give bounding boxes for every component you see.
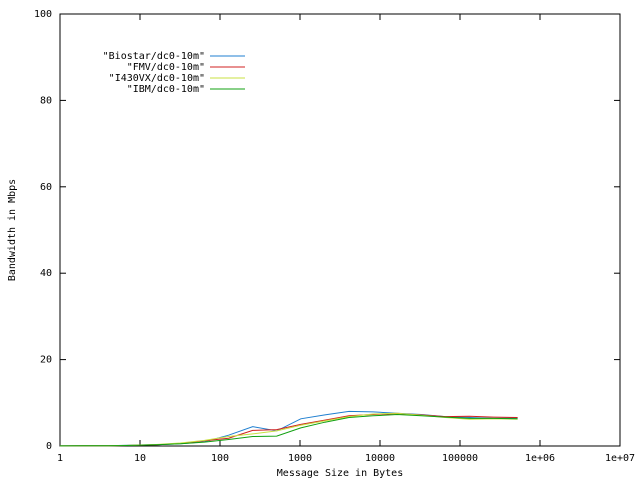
x-tick-label: 1000 bbox=[288, 453, 312, 464]
y-axis-label: Bandwidth in Mbps bbox=[7, 179, 18, 281]
y-tick-label: 80 bbox=[40, 95, 52, 106]
series-line bbox=[59, 413, 518, 447]
x-tick-label: 1e+06 bbox=[525, 453, 555, 464]
x-tick-label: 100 bbox=[211, 453, 229, 464]
x-tick-label: 10000 bbox=[365, 453, 395, 464]
legend-label: "Biostar/dc0-10m" bbox=[103, 51, 205, 62]
x-axis-label: Message Size in Bytes bbox=[277, 468, 403, 479]
y-tick-label: 40 bbox=[40, 268, 52, 279]
series-line bbox=[59, 413, 518, 447]
y-tick-label: 100 bbox=[34, 9, 52, 20]
series-line bbox=[59, 412, 518, 447]
x-tick-label: 10 bbox=[134, 453, 146, 464]
y-tick-label: 60 bbox=[40, 182, 52, 193]
legend-label: "FMV/dc0-10m" bbox=[127, 62, 205, 73]
y-tick-label: 0 bbox=[46, 441, 52, 452]
legend-label: "IBM/dc0-10m" bbox=[127, 84, 205, 95]
legend-label: "I430VX/dc0-10m" bbox=[109, 73, 205, 84]
plot-frame bbox=[59, 13, 621, 447]
x-tick-label: 1 bbox=[57, 453, 63, 464]
x-tick-label: 100000 bbox=[442, 453, 478, 464]
y-tick-label: 20 bbox=[40, 355, 52, 366]
x-tick-label: 1e+07 bbox=[605, 453, 635, 464]
